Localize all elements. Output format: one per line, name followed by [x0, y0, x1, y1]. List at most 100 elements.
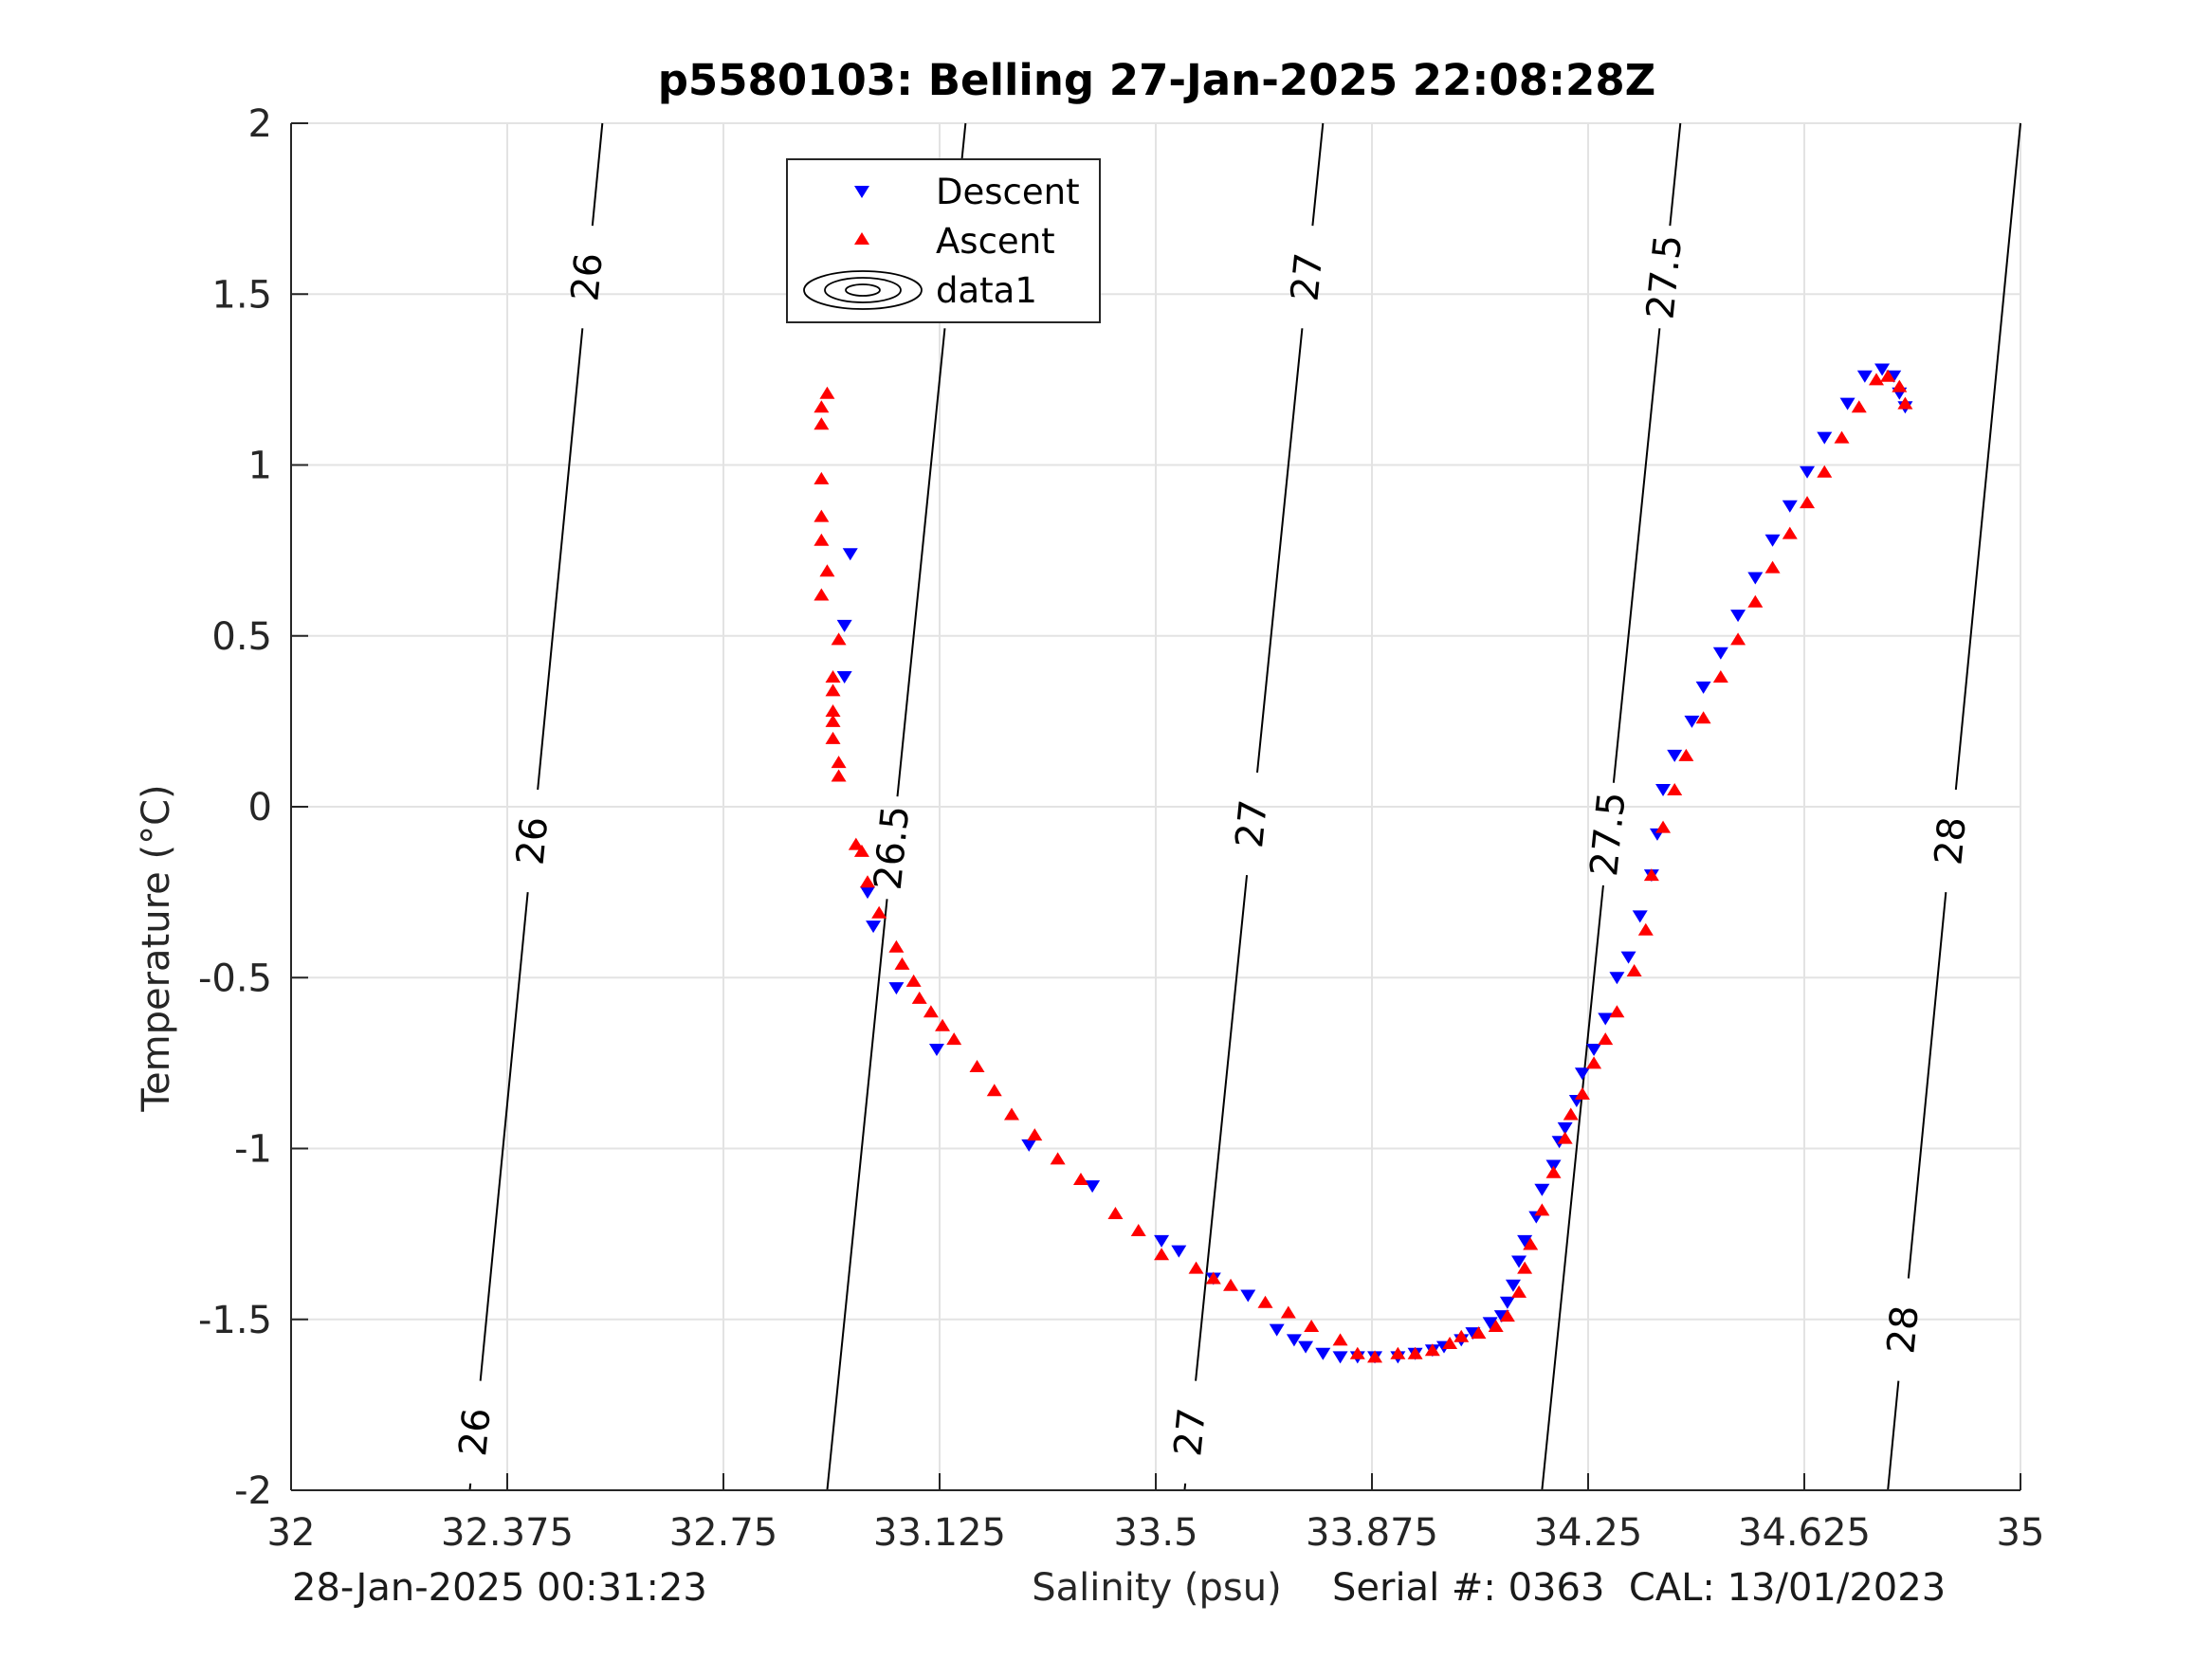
isopycnal-line [1887, 1380, 1900, 1491]
ascent-marker [1695, 711, 1711, 724]
isopycnal-line [1256, 328, 1304, 774]
descent-marker [1839, 397, 1856, 410]
ascent-marker [1747, 594, 1764, 608]
ascent-marker [1730, 632, 1746, 646]
y-axis-label: Temperature (°C) [135, 784, 178, 1112]
ascent-marker [1332, 1333, 1348, 1346]
ascent-marker [1471, 1326, 1487, 1340]
descent-marker [1021, 1139, 1037, 1152]
descent-marker [836, 671, 852, 684]
legend-descent-marker [854, 186, 869, 198]
descent-marker [1517, 1234, 1533, 1248]
descent-marker [1332, 1351, 1348, 1364]
ascent-marker [1027, 1128, 1043, 1141]
descent-marker [1684, 715, 1700, 728]
ascent-marker [1511, 1285, 1527, 1298]
ascent-marker [1897, 396, 1913, 410]
isopycnal-line [1195, 874, 1249, 1381]
descent-marker [1730, 610, 1746, 623]
ascent-marker [1782, 526, 1798, 539]
ascent-marker [819, 386, 835, 399]
descent-marker [1782, 500, 1798, 513]
footer-date: 28-Jan-2025 00:31:23 [292, 1566, 707, 1610]
isopycnal-label: 27.5 [1638, 233, 1691, 321]
ascent-marker [1367, 1350, 1383, 1363]
legend-descent-label: Descent [936, 172, 1080, 212]
legend-data1-label: data1 [936, 270, 1037, 311]
ascent-marker [1154, 1248, 1170, 1261]
ascent-marker [814, 471, 830, 484]
ascent-marker [894, 957, 910, 970]
descent-marker [1586, 1043, 1602, 1056]
axes: 32 32.375 32.75 33.125 33.5 33.875 34.25 34.625… [198, 102, 2045, 1555]
descent-marker [1505, 1279, 1521, 1292]
isopycnal-label: 26 [509, 814, 558, 866]
ascent-marker [1609, 1005, 1625, 1018]
descent-marker [1632, 910, 1648, 923]
descent-marker [888, 982, 905, 995]
y-tick-label: -1.5 [198, 1299, 272, 1342]
descent-marker [1154, 1234, 1170, 1248]
x-tick-label: 33.5 [1113, 1511, 1197, 1555]
ascent-marker [814, 417, 830, 430]
descent-marker [1269, 1323, 1285, 1337]
ascent-marker [1586, 1056, 1602, 1069]
descent-marker [1085, 1180, 1101, 1194]
descent-marker [1286, 1334, 1302, 1347]
isopycnal-line [479, 892, 529, 1381]
ascent-marker [1880, 369, 1896, 382]
descent-marker [1598, 1012, 1614, 1026]
isopycnal-line [826, 899, 888, 1491]
isopycnal-label: 26.5 [867, 804, 919, 892]
isopycnal-line [1954, 122, 2021, 791]
ascent-marker [825, 704, 841, 718]
descent-marker [842, 548, 858, 561]
ascent-marker [923, 1005, 939, 1018]
ascent-marker [935, 1018, 951, 1031]
ascent-marker [1598, 1032, 1614, 1046]
ascent-marker [1205, 1271, 1221, 1285]
ascent-marker [831, 756, 847, 769]
ascent-marker [1349, 1346, 1365, 1359]
descent-marker [1574, 1067, 1590, 1081]
descent-marker [1609, 972, 1625, 985]
ascent-marker [1869, 373, 1884, 386]
descent-marker [1171, 1245, 1187, 1258]
y-tick-label: 1 [248, 445, 272, 488]
descent-marker [1695, 681, 1711, 694]
ascent-marker [888, 939, 905, 953]
x-tick-label: 33.125 [873, 1511, 1006, 1555]
descent-marker [1534, 1183, 1550, 1196]
ascent-marker [1626, 964, 1642, 977]
descent-marker [1499, 1296, 1515, 1309]
y-tick-label: 0.5 [211, 615, 272, 659]
descent-marker [1747, 572, 1764, 585]
ascent-marker [1764, 560, 1781, 574]
ascent-marker [1257, 1295, 1273, 1308]
ascent-marker [1390, 1346, 1406, 1359]
ascent-marker [1851, 400, 1867, 413]
ascent-marker [1442, 1336, 1458, 1349]
ascent-marker [814, 400, 830, 413]
ascent-marker [1188, 1261, 1204, 1274]
y-tick-label: -1 [234, 1128, 272, 1172]
ascent-marker [946, 1032, 962, 1046]
ascent-marker [1453, 1329, 1470, 1342]
isopycnal-label: 28 [1927, 814, 1975, 866]
y-tick-label: 1.5 [211, 273, 272, 317]
ascent-marker [1892, 379, 1908, 392]
y-tick-label: -2 [234, 1469, 272, 1513]
descent-marker [1800, 465, 1816, 479]
ascent-marker [814, 588, 830, 601]
x-tick-label: 34.25 [1534, 1511, 1643, 1555]
ascent-marker [831, 769, 847, 782]
descent-marker [928, 1043, 944, 1056]
isopycnal-line [591, 122, 604, 227]
descent-marker [1712, 647, 1728, 660]
descent-marker [1315, 1347, 1331, 1360]
descent-marker [1764, 534, 1781, 547]
isopycnal-line [896, 328, 946, 797]
isopycnal-label: 27 [1166, 1406, 1215, 1458]
isopycnal-line [537, 328, 584, 791]
